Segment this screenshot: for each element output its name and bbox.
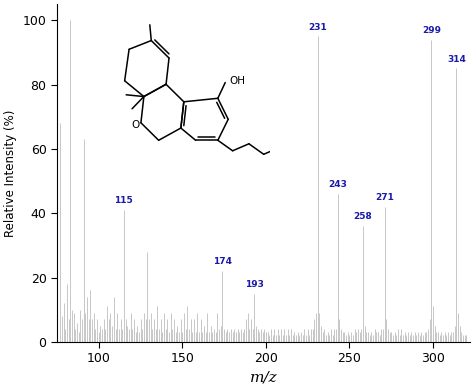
Text: 258: 258 (354, 212, 372, 221)
Y-axis label: Relative Intensity (%): Relative Intensity (%) (4, 109, 17, 237)
Text: 231: 231 (309, 23, 327, 32)
Text: 299: 299 (422, 26, 441, 35)
Text: 115: 115 (115, 196, 133, 205)
Text: 193: 193 (245, 280, 264, 289)
X-axis label: m/z: m/z (250, 371, 277, 385)
Text: 243: 243 (328, 180, 347, 189)
Text: 174: 174 (213, 257, 232, 266)
Text: 314: 314 (447, 55, 466, 64)
Text: 271: 271 (375, 193, 394, 202)
